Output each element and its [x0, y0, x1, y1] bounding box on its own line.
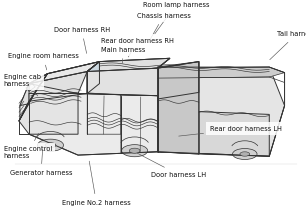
- Ellipse shape: [45, 143, 56, 148]
- Polygon shape: [158, 110, 269, 156]
- Polygon shape: [87, 58, 170, 72]
- Text: Chassis harness: Chassis harness: [137, 13, 191, 43]
- Polygon shape: [19, 84, 78, 134]
- Ellipse shape: [233, 148, 257, 160]
- Text: Door harness LH: Door harness LH: [137, 153, 207, 178]
- Ellipse shape: [37, 139, 64, 151]
- Polygon shape: [87, 62, 99, 94]
- Text: Door harness RH: Door harness RH: [54, 27, 110, 53]
- Polygon shape: [158, 67, 285, 78]
- Text: Engine room harness: Engine room harness: [8, 53, 79, 70]
- Polygon shape: [158, 62, 199, 154]
- Polygon shape: [158, 67, 285, 156]
- Text: Engine cab
harness: Engine cab harness: [4, 74, 41, 96]
- Ellipse shape: [240, 152, 250, 156]
- Polygon shape: [19, 74, 47, 121]
- Text: Engine control
harness: Engine control harness: [4, 133, 52, 160]
- Polygon shape: [87, 58, 170, 72]
- Polygon shape: [29, 62, 99, 84]
- Polygon shape: [20, 72, 87, 106]
- Text: Room lamp harness: Room lamp harness: [143, 2, 209, 34]
- Polygon shape: [87, 62, 99, 100]
- Polygon shape: [20, 84, 29, 121]
- Text: Engine No.2 harness: Engine No.2 harness: [62, 161, 131, 206]
- Text: Main harness: Main harness: [101, 46, 145, 63]
- Polygon shape: [87, 68, 158, 96]
- Ellipse shape: [122, 145, 148, 157]
- Polygon shape: [29, 62, 99, 84]
- Text: Generator harness: Generator harness: [10, 149, 72, 176]
- Text: Rear door harness LH: Rear door harness LH: [179, 126, 282, 136]
- Polygon shape: [158, 110, 199, 154]
- Text: Tail harness: Tail harness: [270, 31, 306, 60]
- Ellipse shape: [129, 148, 140, 153]
- Text: Rear door harness RH: Rear door harness RH: [101, 38, 174, 57]
- Polygon shape: [29, 94, 158, 155]
